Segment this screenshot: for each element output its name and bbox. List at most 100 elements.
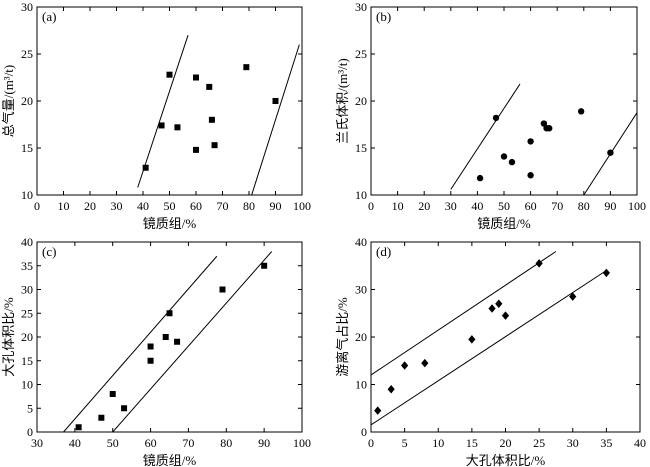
plot-frame	[36, 241, 303, 433]
x-tick-label: 90	[258, 436, 270, 450]
data-point	[492, 114, 500, 122]
y-tick-label: 40	[355, 235, 367, 249]
x-tick-label: 60	[190, 199, 202, 213]
y-tick-label: 25	[355, 47, 367, 61]
y-tick-label: 30	[355, 0, 367, 14]
envelope-line	[112, 251, 273, 432]
y-tick-label: 35	[21, 259, 33, 273]
x-tick-label: 40	[69, 436, 81, 450]
y-tick-label: 10	[355, 378, 367, 392]
x-tick-label: 70	[217, 199, 229, 213]
envelope-line	[63, 255, 218, 432]
x-tick-label: 0	[368, 436, 374, 450]
panel-label: (a)	[42, 9, 56, 24]
data-point	[569, 292, 577, 301]
x-tick-label: 50	[498, 199, 510, 213]
y-tick-label: 40	[21, 235, 33, 249]
y-axis-label: 游离气占比/%	[335, 297, 350, 377]
x-tick-label: 50	[164, 199, 176, 213]
x-tick-label: 60	[145, 436, 157, 450]
chart-panel-a: 0 10 20 30 40 50 60 70 80 90 1001015202530(a)镜质组/%…	[1, 0, 311, 231]
y-tick-label: 30	[21, 283, 33, 297]
data-point	[142, 164, 149, 171]
x-tick-label: 20	[418, 199, 430, 213]
data-point	[162, 334, 169, 340]
data-point	[500, 153, 508, 160]
y-axis-label: 兰氏体积/(m³/t)	[335, 58, 350, 144]
x-tick-label: 80	[578, 199, 590, 213]
y-tick-label: 20	[355, 94, 367, 108]
y-axis-label: 大孔体积比/%	[1, 297, 16, 377]
envelope-line	[137, 35, 189, 188]
y-tick-label: 15	[21, 354, 33, 368]
y-tick-label: 30	[355, 283, 367, 297]
plot-frame	[370, 6, 638, 196]
data-point	[546, 125, 553, 132]
data-point	[527, 172, 534, 179]
x-tick-label: 20	[84, 199, 96, 213]
x-tick-label: 20	[500, 436, 512, 450]
x-tick-label: 10	[432, 436, 444, 450]
data-point	[147, 357, 154, 364]
x-tick-label: 100	[628, 199, 646, 213]
data-point	[476, 174, 484, 182]
data-point	[508, 158, 516, 166]
data-point	[206, 83, 213, 90]
data-point	[174, 338, 181, 345]
x-tick-label: 70	[551, 199, 563, 213]
data-point	[174, 124, 181, 131]
envelope-line	[251, 44, 300, 195]
data-point	[166, 310, 173, 317]
x-tick-label: 30	[31, 436, 43, 450]
y-axis-label: 总气量/(m³/t)	[1, 65, 16, 138]
envelope-line	[371, 251, 557, 376]
x-tick-label: 40	[471, 199, 483, 213]
y-tick-label: 0	[361, 425, 367, 439]
x-axis-label: 大孔体积比/%	[466, 453, 546, 467]
panel-label: (d)	[376, 244, 391, 259]
y-tick-label: 20	[21, 330, 33, 344]
y-tick-label: 25	[21, 47, 33, 61]
y-tick-label: 10	[21, 378, 33, 392]
data-point	[147, 343, 154, 350]
x-tick-label: 30	[445, 199, 457, 213]
chart-panel-c: 30 40 50 60 70 80 90 100 0 5 10 15 20 25 30 35 40 (c) 镜质组/…	[1, 235, 311, 467]
plot-frame	[36, 6, 303, 196]
x-axis-label: 镜质组/%	[477, 216, 531, 231]
data-point	[488, 304, 496, 313]
data-point	[158, 122, 165, 129]
x-tick-label: 5	[402, 436, 408, 450]
data-point	[261, 262, 268, 269]
x-tick-label: 40	[137, 199, 149, 213]
data-point	[75, 424, 82, 431]
x-tick-label: 100	[293, 436, 311, 450]
x-tick-label: 30	[111, 199, 123, 213]
data-point	[166, 71, 173, 78]
chart-panel-d: 0 5 10 15 20 25 30 35 40 0 10 20 30 40 (d) 大孔体积比/% 游离气占比…	[335, 235, 646, 467]
x-axis-label: 镜质组/%	[143, 216, 197, 231]
data-point	[121, 405, 128, 412]
data-point	[374, 406, 382, 415]
x-tick-label: 90	[604, 199, 616, 213]
data-point	[109, 391, 116, 397]
data-point	[193, 74, 199, 81]
data-point	[602, 268, 610, 278]
x-tick-label: 80	[243, 199, 255, 213]
data-point	[607, 149, 614, 156]
x-tick-label: 80	[220, 436, 232, 450]
x-tick-label: 60	[525, 199, 537, 213]
y-tick-label: 10	[355, 188, 367, 202]
data-point	[527, 138, 534, 145]
x-tick-label: 100	[293, 199, 311, 213]
x-tick-label: 70	[182, 436, 194, 450]
data-point	[208, 116, 215, 123]
data-point	[211, 142, 218, 149]
data-point	[495, 299, 503, 308]
x-tick-label: 50	[107, 436, 119, 450]
x-tick-label: 0	[34, 199, 40, 213]
data-point	[468, 335, 476, 344]
x-tick-label: 35	[600, 436, 612, 450]
data-point	[540, 120, 548, 127]
y-tick-label: 25	[21, 306, 33, 320]
